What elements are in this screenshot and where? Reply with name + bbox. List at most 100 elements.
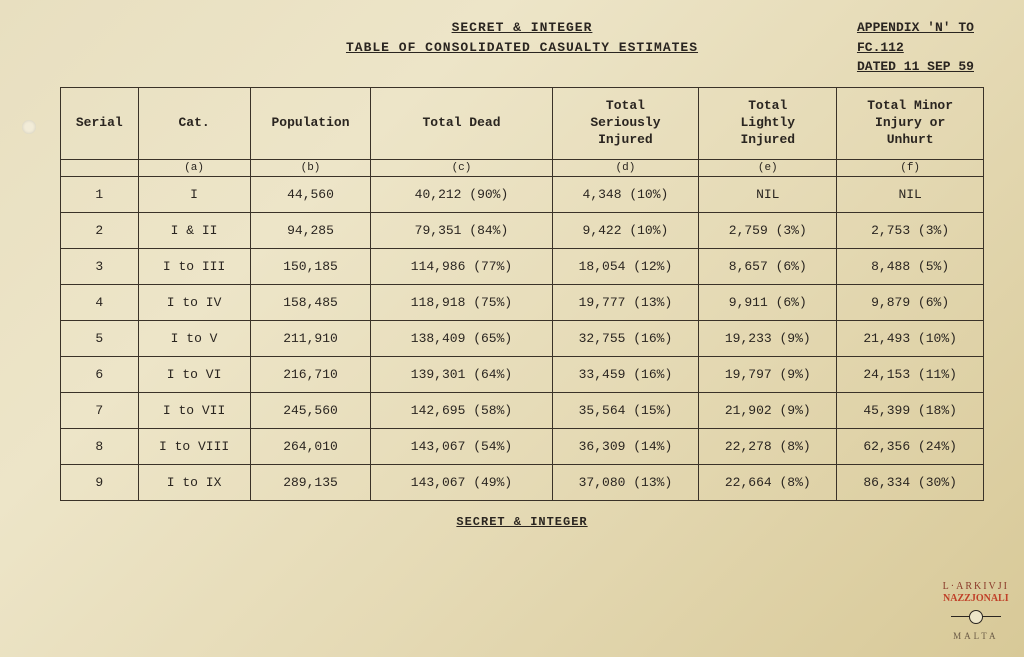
cell-light: 19,797 (9%) <box>699 356 837 392</box>
cell-pop: 158,485 <box>250 284 371 320</box>
cell-cat: I to VIII <box>138 428 250 464</box>
col-lightly: TotalLightlyInjured <box>699 88 837 160</box>
table-header-row: Serial Cat. Population Total Dead TotalS… <box>61 88 984 160</box>
cell-cat: I & II <box>138 212 250 248</box>
col-seriously: TotalSeriouslyInjured <box>552 88 699 160</box>
casualty-table: Serial Cat. Population Total Dead TotalS… <box>60 87 984 501</box>
cell-cat: I to IX <box>138 464 250 500</box>
sub-f: (f) <box>837 159 984 176</box>
cell-pop: 150,185 <box>250 248 371 284</box>
col-dead: Total Dead <box>371 88 552 160</box>
cell-dead: 79,351 (84%) <box>371 212 552 248</box>
document-page: APPENDIX 'N' TO FC.112 DATED 11 SEP 59 S… <box>0 0 1024 539</box>
cell-serial: 2 <box>61 212 139 248</box>
cell-serial: 7 <box>61 392 139 428</box>
cell-dead: 118,918 (75%) <box>371 284 552 320</box>
cell-ser: 37,080 (13%) <box>552 464 699 500</box>
table-row: 8I to VIII264,010143,067 (54%)36,309 (14… <box>61 428 984 464</box>
cell-minor: 8,488 (5%) <box>837 248 984 284</box>
cell-cat: I to IV <box>138 284 250 320</box>
cell-light: 21,902 (9%) <box>699 392 837 428</box>
cell-pop: 245,560 <box>250 392 371 428</box>
classification-bottom: SECRET & INTEGER <box>60 515 984 529</box>
cell-dead: 143,067 (54%) <box>371 428 552 464</box>
cell-ser: 32,755 (16%) <box>552 320 699 356</box>
cell-serial: 6 <box>61 356 139 392</box>
cell-dead: 139,301 (64%) <box>371 356 552 392</box>
cell-ser: 19,777 (13%) <box>552 284 699 320</box>
document-title: TABLE OF CONSOLIDATED CASUALTY ESTIMATES <box>60 38 984 58</box>
cell-light: 22,664 (8%) <box>699 464 837 500</box>
header-block: SECRET & INTEGER TABLE OF CONSOLIDATED C… <box>60 18 984 57</box>
cell-serial: 8 <box>61 428 139 464</box>
cell-ser: 18,054 (12%) <box>552 248 699 284</box>
cell-pop: 211,910 <box>250 320 371 356</box>
cell-light: 19,233 (9%) <box>699 320 837 356</box>
cell-ser: 33,459 (16%) <box>552 356 699 392</box>
cell-ser: 35,564 (15%) <box>552 392 699 428</box>
table-row: 1I44,56040,212 (90%)4,348 (10%)NILNIL <box>61 176 984 212</box>
col-pop: Population <box>250 88 371 160</box>
sub-serial <box>61 159 139 176</box>
cell-serial: 5 <box>61 320 139 356</box>
cell-pop: 216,710 <box>250 356 371 392</box>
cell-light: 9,911 (6%) <box>699 284 837 320</box>
cell-minor: 86,334 (30%) <box>837 464 984 500</box>
cell-minor: NIL <box>837 176 984 212</box>
stamp-line-1: L·ARKIVJI <box>943 581 1009 593</box>
cell-cat: I to III <box>138 248 250 284</box>
sub-b: (b) <box>250 159 371 176</box>
sub-e: (e) <box>699 159 837 176</box>
cell-minor: 62,356 (24%) <box>837 428 984 464</box>
cell-light: 8,657 (6%) <box>699 248 837 284</box>
cell-pop: 44,560 <box>250 176 371 212</box>
table-subheader-row: (a) (b) (c) (d) (e) (f) <box>61 159 984 176</box>
appendix-line-3: DATED 11 SEP 59 <box>857 57 974 77</box>
col-cat: Cat. <box>138 88 250 160</box>
cell-ser: 36,309 (14%) <box>552 428 699 464</box>
table-body: 1I44,56040,212 (90%)4,348 (10%)NILNIL2I … <box>61 176 984 500</box>
cell-serial: 4 <box>61 284 139 320</box>
appendix-line-1: APPENDIX 'N' TO <box>857 18 974 38</box>
stamp-line-2: NAZZJONALI <box>943 593 1009 605</box>
cell-cat: I to V <box>138 320 250 356</box>
appendix-block: APPENDIX 'N' TO FC.112 DATED 11 SEP 59 <box>857 18 974 77</box>
table-row: 7I to VII245,560142,695 (58%)35,564 (15%… <box>61 392 984 428</box>
cell-ser: 4,348 (10%) <box>552 176 699 212</box>
table-row: 3I to III150,185114,986 (77%)18,054 (12%… <box>61 248 984 284</box>
table-row: 6I to VI216,710139,301 (64%)33,459 (16%)… <box>61 356 984 392</box>
cell-minor: 45,399 (18%) <box>837 392 984 428</box>
cell-dead: 142,695 (58%) <box>371 392 552 428</box>
cell-pop: 289,135 <box>250 464 371 500</box>
archive-stamp: L·ARKIVJI NAZZJONALI MALTA <box>943 581 1009 642</box>
stamp-logo-icon <box>951 608 1001 628</box>
cell-cat: I to VII <box>138 392 250 428</box>
table-row: 5I to V211,910138,409 (65%)32,755 (16%)1… <box>61 320 984 356</box>
col-serial: Serial <box>61 88 139 160</box>
cell-minor: 2,753 (3%) <box>837 212 984 248</box>
appendix-line-2: FC.112 <box>857 38 974 58</box>
cell-pop: 94,285 <box>250 212 371 248</box>
classification-top: SECRET & INTEGER <box>60 18 984 38</box>
cell-serial: 3 <box>61 248 139 284</box>
sub-a: (a) <box>138 159 250 176</box>
table-row: 4I to IV158,485118,918 (75%)19,777 (13%)… <box>61 284 984 320</box>
table-row: 9I to IX289,135143,067 (49%)37,080 (13%)… <box>61 464 984 500</box>
cell-ser: 9,422 (10%) <box>552 212 699 248</box>
cell-cat: I to VI <box>138 356 250 392</box>
cell-minor: 9,879 (6%) <box>837 284 984 320</box>
cell-minor: 24,153 (11%) <box>837 356 984 392</box>
cell-dead: 40,212 (90%) <box>371 176 552 212</box>
cell-light: 2,759 (3%) <box>699 212 837 248</box>
sub-c: (c) <box>371 159 552 176</box>
cell-light: 22,278 (8%) <box>699 428 837 464</box>
cell-dead: 143,067 (49%) <box>371 464 552 500</box>
cell-dead: 138,409 (65%) <box>371 320 552 356</box>
cell-light: NIL <box>699 176 837 212</box>
cell-minor: 21,493 (10%) <box>837 320 984 356</box>
cell-dead: 114,986 (77%) <box>371 248 552 284</box>
cell-cat: I <box>138 176 250 212</box>
col-minor: Total MinorInjury orUnhurt <box>837 88 984 160</box>
cell-serial: 9 <box>61 464 139 500</box>
stamp-line-3: MALTA <box>943 631 1009 642</box>
